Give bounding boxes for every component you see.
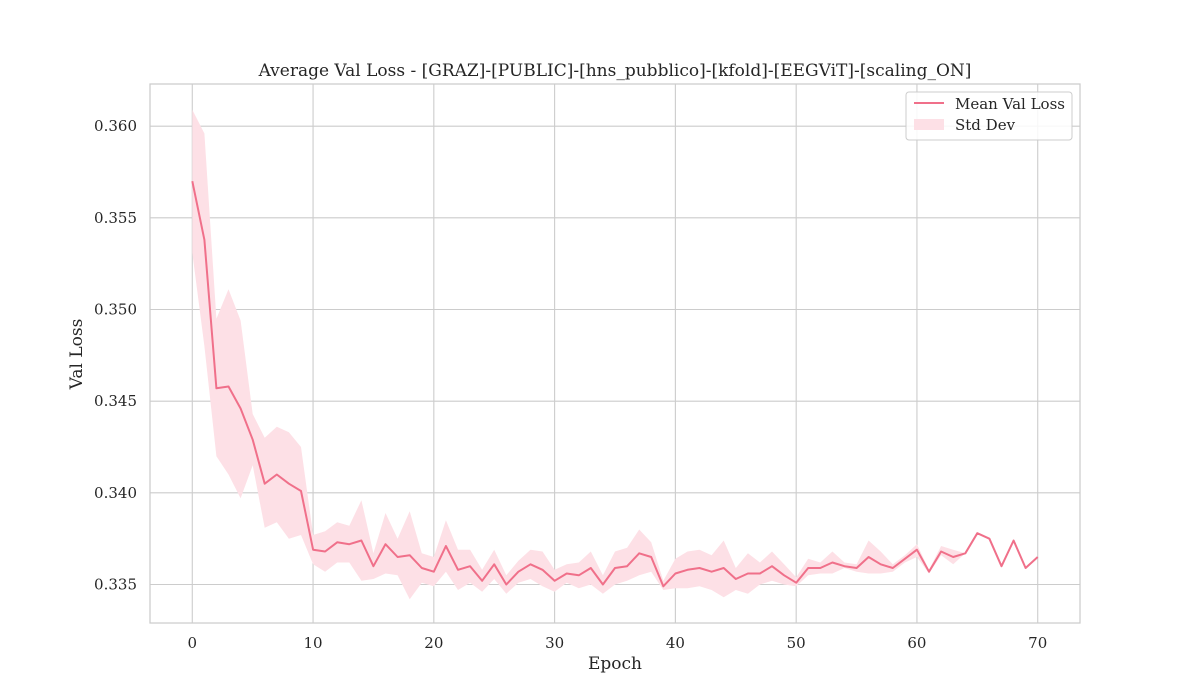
x-tick-label: 50 — [787, 634, 806, 652]
mean-val-loss-line — [191, 180, 1039, 588]
plot-frame — [149, 83, 1081, 624]
y-axis-title: Val Loss — [67, 319, 87, 391]
y-tick-label: 0.340 — [94, 484, 137, 502]
x-tick-labels: 0 10 20 30 40 50 60 70 — [187, 634, 1047, 652]
y-tick-label: 0.360 — [94, 117, 137, 135]
chart-title: Average Val Loss - [GRAZ]-[PUBLIC]-[hns_… — [258, 61, 972, 81]
y-tick-label: 0.335 — [94, 576, 137, 594]
y-tick-label: 0.355 — [94, 209, 137, 227]
y-tick-labels: 0.335 0.340 0.345 0.350 0.355 0.360 — [94, 117, 137, 593]
legend-label-std: Std Dev — [955, 116, 1016, 134]
plot-area — [150, 84, 1080, 623]
y-tick-label: 0.345 — [94, 392, 137, 410]
x-tick-label: 30 — [545, 634, 564, 652]
x-tick-label: 60 — [907, 634, 926, 652]
x-tick-label: 40 — [666, 634, 685, 652]
legend: Mean Val Loss Std Dev — [905, 91, 1073, 141]
legend-box — [905, 91, 1073, 141]
x-tick-label: 20 — [424, 634, 443, 652]
legend-band-swatch — [914, 119, 944, 130]
x-tick-label: 0 — [187, 634, 197, 652]
x-axis-title: Epoch — [588, 654, 642, 674]
x-tick-label: 70 — [1028, 634, 1047, 652]
y-tick-label: 0.350 — [94, 301, 137, 319]
legend-label-mean: Mean Val Loss — [955, 95, 1065, 113]
x-tick-label: 10 — [304, 634, 323, 652]
std-dev-band — [192, 109, 1038, 600]
